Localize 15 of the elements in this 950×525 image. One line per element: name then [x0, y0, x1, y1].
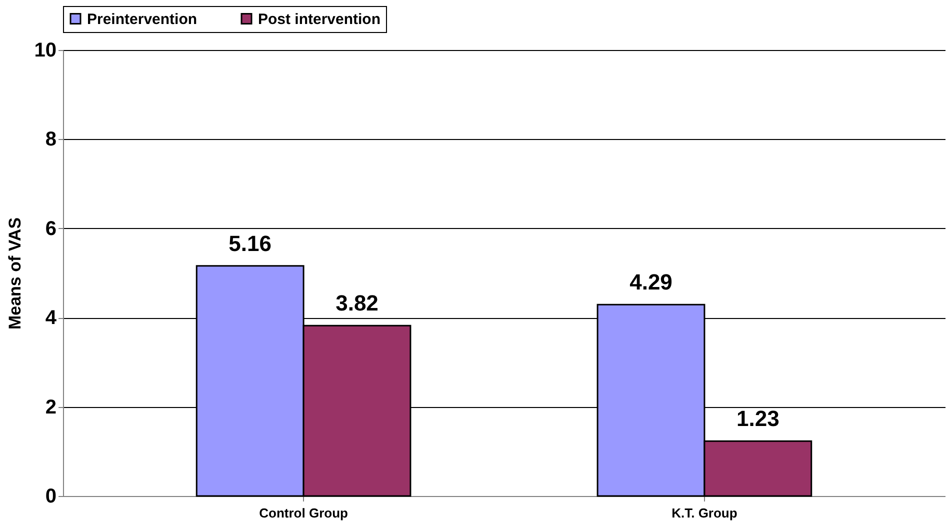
data-label: 5.16 — [228, 230, 272, 256]
legend-label: Preintervention — [87, 10, 198, 28]
data-label: 1.23 — [736, 406, 780, 432]
data-label: 3.82 — [336, 290, 378, 316]
data-label: 4.29 — [630, 270, 672, 295]
x-tick-label: Control Group — [259, 506, 348, 520]
y-tick-label: 6 — [45, 218, 56, 240]
x-tick-label: K.T. Group — [672, 506, 738, 520]
y-tick-label: 2 — [45, 396, 56, 418]
legend-label: Post intervention — [258, 10, 381, 28]
y-axis-title: Means of VAS — [5, 217, 24, 330]
y-tick-label: 0 — [45, 486, 56, 508]
y-tick-label: 10 — [34, 40, 56, 62]
y-tick-label: 4 — [45, 307, 58, 330]
y-tick-label: 8 — [45, 128, 56, 151]
